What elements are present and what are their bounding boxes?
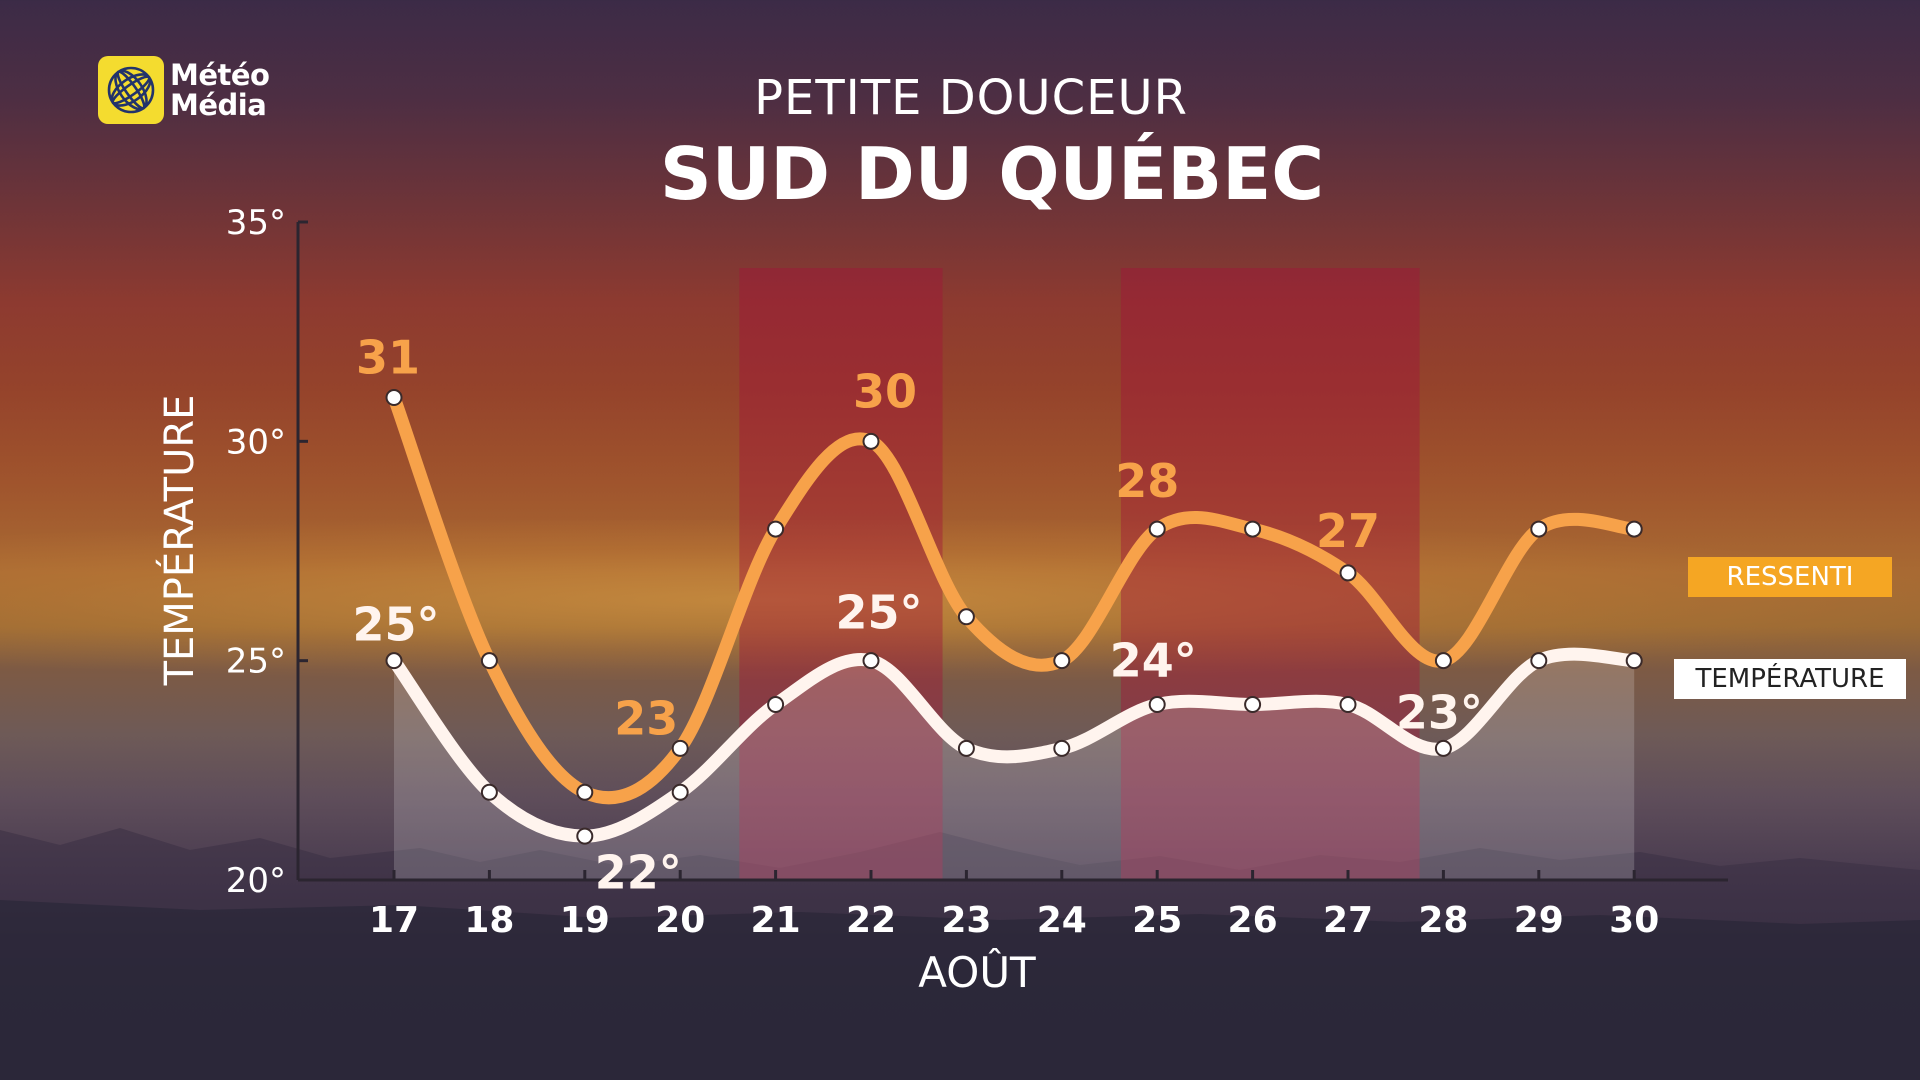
data-point-ressenti-22 xyxy=(862,432,880,450)
data-label-temperature-22: 25° xyxy=(835,586,922,640)
data-point-ressenti-25 xyxy=(1148,520,1166,538)
y-tick-label: 35° xyxy=(226,203,286,243)
data-point-temperature-25 xyxy=(1148,696,1166,714)
data-point-ressenti-21 xyxy=(767,520,785,538)
y-tick-label: 30° xyxy=(226,422,286,462)
data-label-ressenti-22: 30 xyxy=(853,364,917,418)
data-point-ressenti-26 xyxy=(1244,520,1262,538)
globe-logo-icon xyxy=(98,56,164,124)
x-tick-label: 18 xyxy=(464,900,514,941)
y-tick-label: 20° xyxy=(226,861,286,901)
data-point-ressenti-23 xyxy=(957,608,975,626)
data-point-temperature-18 xyxy=(480,783,498,801)
page-subtitle: PETITE DOUCEUR xyxy=(754,70,1188,126)
data-label-temperature-25: 24° xyxy=(1110,634,1197,688)
x-tick-label: 20 xyxy=(655,900,705,941)
data-point-temperature-20 xyxy=(671,783,689,801)
page-title: SUD DU QUÉBEC xyxy=(659,132,1325,216)
data-point-temperature-30 xyxy=(1625,652,1643,670)
data-point-temperature-23 xyxy=(957,739,975,757)
data-label-temperature-28: 23° xyxy=(1396,685,1483,739)
x-tick-label: 19 xyxy=(560,900,610,941)
data-point-temperature-24 xyxy=(1053,739,1071,757)
highlight-band-2 xyxy=(1120,268,1420,880)
data-point-ressenti-28 xyxy=(1434,652,1452,670)
x-tick-label: 30 xyxy=(1609,900,1659,941)
x-tick-label: 29 xyxy=(1514,900,1564,941)
x-axis-title: AOÛT xyxy=(918,947,1036,997)
data-point-temperature-27 xyxy=(1339,696,1357,714)
logo-line-2: Média xyxy=(170,88,267,122)
data-point-ressenti-20 xyxy=(671,739,689,757)
x-tick-label: 23 xyxy=(941,900,991,941)
logo-wordmark: Météo Média xyxy=(170,58,270,122)
temperature-area xyxy=(394,654,1635,880)
legend-ressenti: RESSENTI xyxy=(1688,557,1892,597)
data-point-temperature-17 xyxy=(385,652,403,670)
data-label-ressenti-25: 28 xyxy=(1115,454,1179,508)
x-tick-label: 28 xyxy=(1418,900,1468,941)
x-tick-label: 24 xyxy=(1037,900,1087,941)
data-point-ressenti-24 xyxy=(1053,652,1071,670)
x-tick-label: 27 xyxy=(1323,900,1373,941)
x-tick-label: 21 xyxy=(751,900,801,941)
highlight-band-1 xyxy=(739,268,943,880)
data-point-ressenti-19 xyxy=(576,783,594,801)
data-point-ressenti-17 xyxy=(385,388,403,406)
y-axis-title: TEMPÉRATURE xyxy=(155,395,203,687)
data-point-temperature-26 xyxy=(1244,696,1262,714)
data-label-ressenti-20: 23 xyxy=(614,691,678,745)
x-tick-label: 26 xyxy=(1228,900,1278,941)
legend-temperature: TEMPÉRATURE xyxy=(1674,659,1906,699)
data-point-ressenti-29 xyxy=(1530,520,1548,538)
x-tick-label: 22 xyxy=(846,900,896,941)
data-point-ressenti-27 xyxy=(1339,564,1357,582)
data-point-temperature-28 xyxy=(1434,739,1452,757)
data-point-temperature-21 xyxy=(767,696,785,714)
data-point-temperature-19 xyxy=(576,827,594,845)
data-label-temperature-20: 22° xyxy=(595,845,682,899)
data-point-temperature-29 xyxy=(1530,652,1548,670)
data-label-ressenti-27: 27 xyxy=(1316,504,1380,558)
logo-line-1: Météo xyxy=(170,58,270,92)
data-label-temperature-17: 25° xyxy=(352,598,439,652)
data-point-ressenti-18 xyxy=(480,652,498,670)
data-point-temperature-22 xyxy=(862,652,880,670)
x-tick-label: 17 xyxy=(369,900,419,941)
data-point-ressenti-30 xyxy=(1625,520,1643,538)
x-tick-label: 25 xyxy=(1132,900,1182,941)
meteomedia-logo: Météo Média xyxy=(98,56,270,124)
y-tick-label: 25° xyxy=(226,642,286,682)
data-label-ressenti-17: 31 xyxy=(356,330,420,384)
